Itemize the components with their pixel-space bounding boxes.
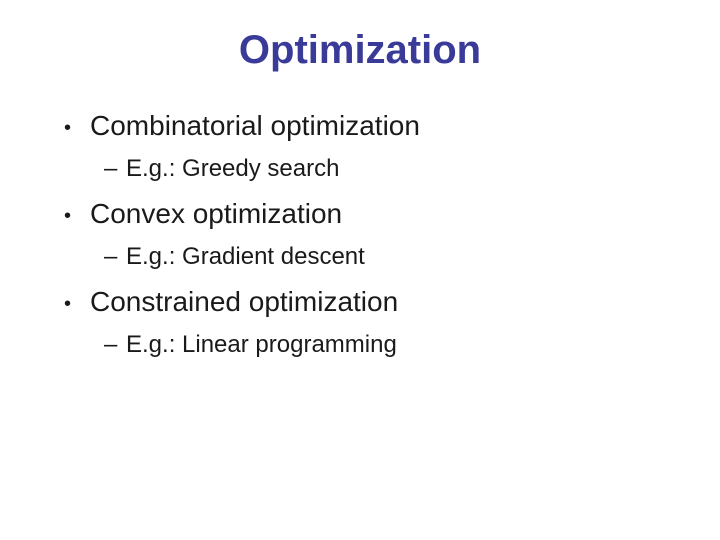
dash-icon: –	[104, 151, 126, 187]
list-item: •Constrained optimization –E.g.: Linear …	[68, 281, 680, 363]
item-label: Combinatorial optimization	[90, 110, 420, 141]
sub-item: –E.g.: Greedy search	[104, 151, 680, 187]
sub-list: –E.g.: Gradient descent	[68, 239, 680, 275]
sub-item-label: E.g.: Linear programming	[126, 331, 397, 358]
bullet-icon: •	[64, 117, 90, 140]
item-label: Constrained optimization	[90, 286, 398, 317]
list-item: •Combinatorial optimization –E.g.: Greed…	[68, 105, 680, 187]
sub-list: –E.g.: Greedy search	[68, 151, 680, 187]
dash-icon: –	[104, 327, 126, 363]
top-list: •Combinatorial optimization –E.g.: Greed…	[40, 105, 680, 363]
dash-icon: –	[104, 239, 126, 275]
item-label: Convex optimization	[90, 198, 342, 229]
sub-item: –E.g.: Gradient descent	[104, 239, 680, 275]
sub-list: –E.g.: Linear programming	[68, 327, 680, 363]
bullet-icon: •	[64, 293, 90, 316]
slide-title: Optimization	[40, 28, 680, 73]
sub-item-label: E.g.: Greedy search	[126, 155, 339, 182]
list-item: •Convex optimization –E.g.: Gradient des…	[68, 193, 680, 275]
sub-item: –E.g.: Linear programming	[104, 327, 680, 363]
bullet-icon: •	[64, 205, 90, 228]
sub-item-label: E.g.: Gradient descent	[126, 243, 365, 270]
